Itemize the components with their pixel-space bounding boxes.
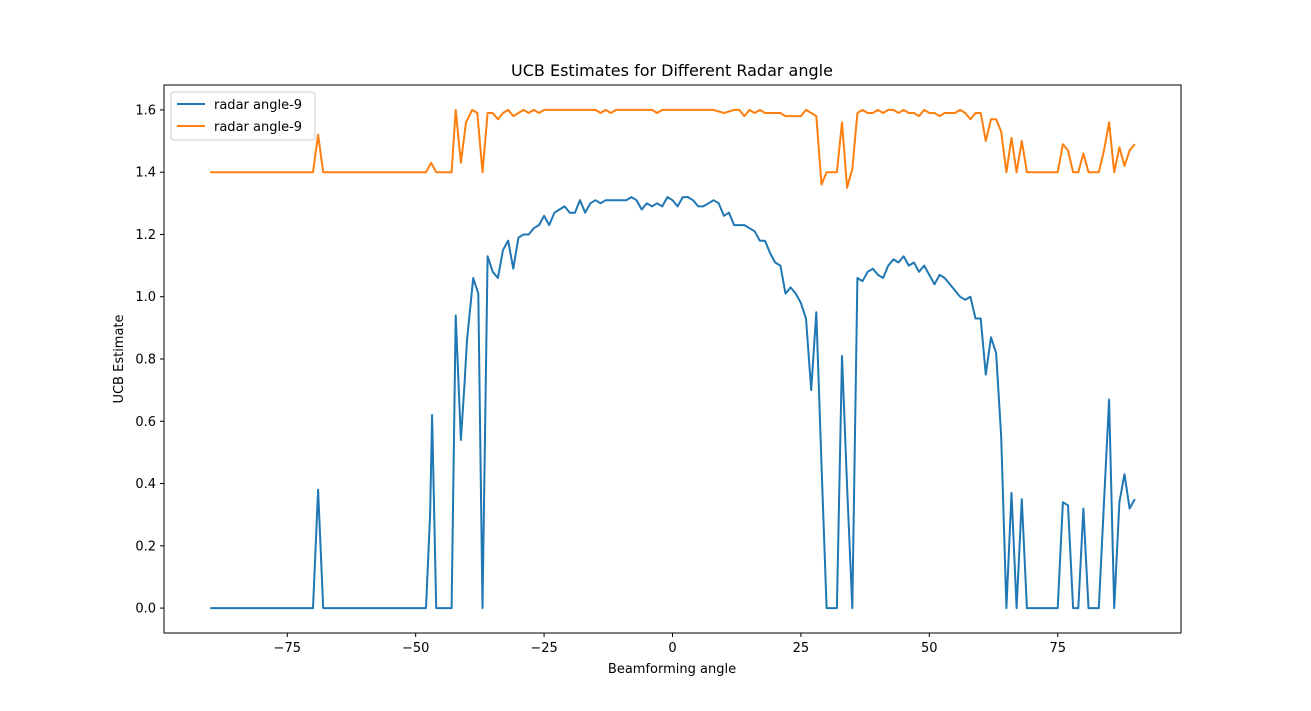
x-tick-label: 25 (793, 641, 810, 656)
y-tick-label: 1.0 (135, 290, 156, 305)
y-tick-label: 0.0 (135, 602, 156, 617)
plot-area (164, 85, 1181, 633)
legend: radar angle-9 radar angle-9 (170, 91, 316, 141)
x-tick-label: 50 (921, 641, 938, 656)
y-tick-label: 1.4 (135, 166, 156, 181)
legend-label-series-2: radar angle-9 (214, 120, 302, 135)
y-tick-label: 1.2 (135, 228, 156, 243)
x-tick-label: −50 (402, 641, 429, 656)
y-tick-label: 0.6 (135, 415, 156, 430)
x-axis-label: Beamforming angle (608, 662, 736, 677)
y-tick-label: 0.8 (135, 353, 156, 368)
x-tick-label: 0 (668, 641, 676, 656)
legend-box (170, 91, 316, 141)
x-tick-label: −25 (530, 641, 557, 656)
y-tick-label: 0.4 (135, 477, 156, 492)
legend-label-series-1: radar angle-9 (214, 98, 302, 113)
y-tick-label: 0.2 (135, 539, 156, 554)
y-axis: 0.0 0.2 0.4 0.6 0.8 1.0 1.2 1.4 1.6 (135, 103, 164, 617)
y-axis-label: UCB Estimate (112, 314, 127, 403)
chart-title: UCB Estimates for Different Radar angle (511, 61, 833, 80)
x-tick-label: 75 (1049, 641, 1066, 656)
y-tick-label: 1.6 (135, 103, 156, 118)
series-line-2 (210, 108, 1136, 189)
series-layer (210, 108, 1136, 610)
x-axis: −75 −50 −25 0 25 50 75 (274, 633, 1066, 656)
x-tick-label: −75 (274, 641, 301, 656)
series-line-1 (210, 196, 1136, 610)
